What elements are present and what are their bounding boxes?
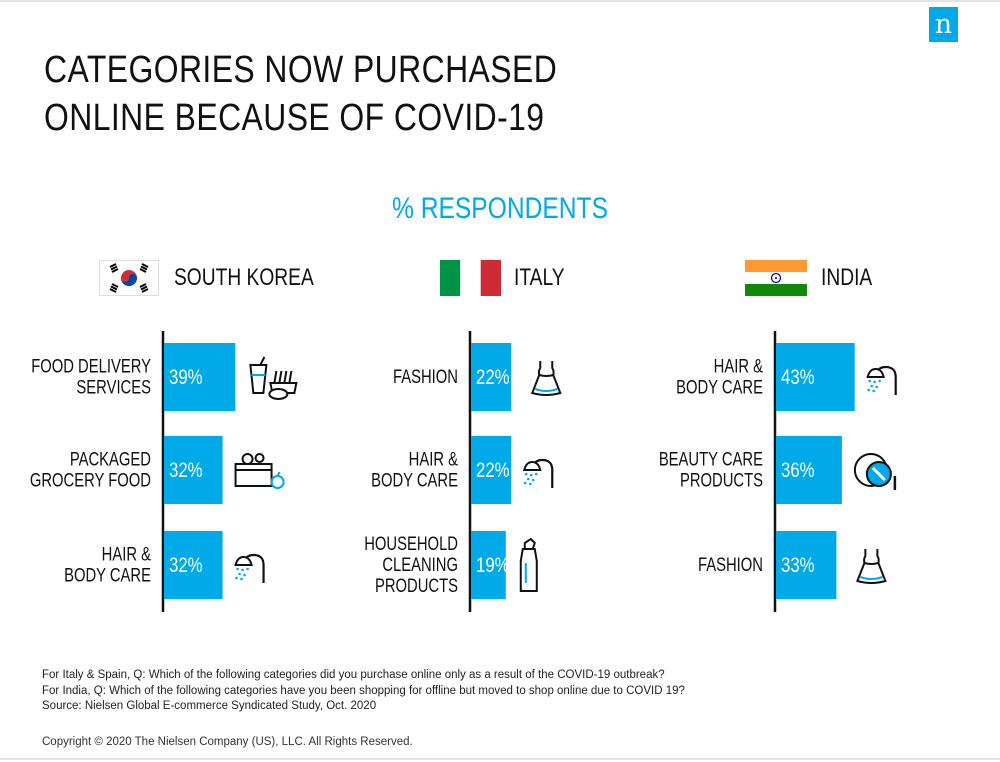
bar — [164, 343, 236, 411]
bar-value-label: 32% — [169, 554, 203, 577]
bottom-border — [0, 758, 1000, 760]
cleaner-bottle-icon — [519, 537, 538, 592]
bar — [164, 436, 223, 504]
dress-icon — [856, 549, 887, 584]
category-label: HAIR & BODY CARE — [676, 356, 763, 398]
italy-flag-icon — [440, 260, 501, 296]
shower-icon — [234, 553, 265, 583]
compact-mirror-icon — [853, 453, 897, 490]
bar-value-label: 19% — [476, 554, 510, 577]
country-label-south-korea: SOUTH KOREA — [174, 264, 314, 291]
nielsen-logo: n — [929, 7, 958, 42]
category-label: FASHION — [698, 554, 763, 575]
chart-subtitle: % RESPONDENTS — [392, 192, 608, 225]
south-korea-flag-icon — [99, 260, 159, 296]
bar-value-label: 36% — [781, 459, 815, 482]
page-title: CATEGORIES NOW PURCHASED ONLINE BECAUSE … — [44, 49, 558, 139]
bar-value-label: 32% — [169, 459, 203, 482]
country-label-india: INDIA — [821, 264, 873, 291]
dress-icon — [530, 361, 562, 396]
shower-icon — [522, 458, 554, 488]
category-label: PACKAGED GROCERY FOOD — [30, 449, 151, 491]
grocery-basket-icon — [234, 453, 285, 489]
shower-icon — [866, 365, 897, 395]
top-border — [0, 0, 1000, 2]
category-label: HAIR & BODY CARE — [64, 544, 151, 586]
category-label: BEAUTY CARE PRODUCTS — [659, 449, 763, 491]
bar — [471, 343, 512, 411]
fast-food-icon — [249, 356, 298, 400]
india-flag-icon — [745, 260, 807, 296]
category-label: HOUSEHOLD CLEANING PRODUCTS — [364, 533, 458, 596]
bar — [471, 531, 506, 599]
bar-value-label: 33% — [781, 554, 815, 577]
bar — [164, 531, 223, 599]
bar — [776, 531, 837, 599]
category-label: FASHION — [393, 366, 458, 387]
bar — [776, 343, 855, 411]
footnote-source: Source: Nielsen Global E-commerce Syndic… — [42, 700, 377, 712]
country-label-italy: ITALY — [514, 264, 565, 291]
bar-value-label: 22% — [476, 459, 510, 482]
footnote-india: For India, Q: Which of the following cat… — [42, 684, 685, 697]
bar-value-label: 39% — [169, 366, 203, 389]
bar — [471, 436, 512, 504]
bar-value-label: 22% — [476, 366, 510, 389]
footnote-italy-spain: For Italy & Spain, Q: Which of the follo… — [42, 669, 665, 681]
copyright: Copyright © 2020 The Nielsen Company (US… — [42, 736, 413, 748]
category-label: FOOD DELIVERY SERVICES — [31, 356, 151, 398]
bar-value-label: 43% — [781, 366, 815, 389]
category-label: HAIR & BODY CARE — [371, 449, 458, 491]
bar — [776, 436, 842, 504]
footnotes: For Italy & Spain, Q: Which of the follo… — [42, 668, 685, 715]
